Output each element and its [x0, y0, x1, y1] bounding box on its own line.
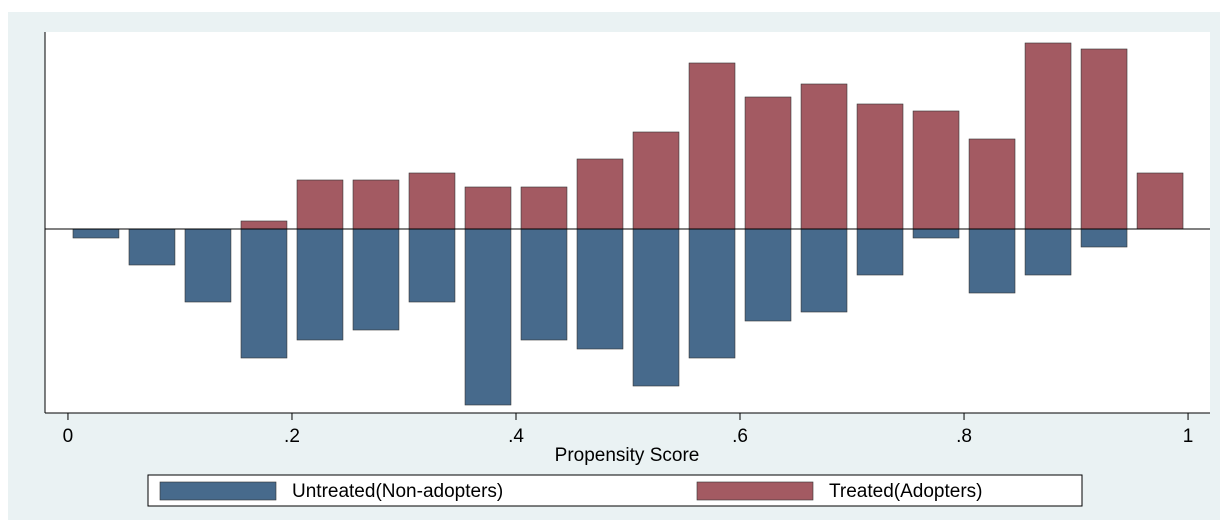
bar	[856, 103, 904, 230]
bar	[128, 228, 176, 266]
bar	[744, 96, 792, 230]
bar	[296, 179, 344, 230]
bar	[520, 228, 568, 341]
bar	[240, 228, 288, 359]
legend-swatch	[696, 481, 814, 501]
bar	[1024, 228, 1072, 276]
plot-area	[45, 32, 1210, 413]
bar	[240, 220, 288, 230]
bar	[464, 186, 512, 230]
bar	[632, 131, 680, 230]
bar	[1024, 42, 1072, 230]
bar	[688, 228, 736, 359]
bar	[968, 228, 1016, 294]
bar	[688, 62, 736, 230]
x-axis-title: Propensity Score	[555, 445, 700, 466]
x-tick-label: 0	[63, 426, 74, 447]
bar	[912, 110, 960, 230]
x-tick-label: .4	[508, 426, 524, 447]
bar	[408, 172, 456, 230]
bar	[408, 228, 456, 303]
x-tick-label: .8	[956, 426, 972, 447]
bar	[744, 228, 792, 322]
legend-swatch	[159, 481, 277, 501]
bar	[184, 228, 232, 303]
x-tick-label: .2	[284, 426, 300, 447]
bar	[72, 228, 120, 239]
bar	[800, 228, 848, 313]
bar	[352, 228, 400, 331]
bar	[1136, 172, 1184, 230]
x-tick-label: 1	[1183, 426, 1194, 447]
legend-label: Untreated(Non-adopters)	[292, 481, 503, 502]
bar	[632, 228, 680, 387]
bar	[968, 138, 1016, 230]
bar	[1080, 228, 1128, 248]
bar	[464, 228, 512, 406]
x-tick-label: .6	[732, 426, 748, 447]
bar	[352, 179, 400, 230]
bar	[800, 83, 848, 230]
bar	[912, 228, 960, 239]
bar	[1080, 48, 1128, 230]
bar	[520, 186, 568, 230]
bar	[576, 158, 624, 230]
legend	[147, 474, 1083, 507]
bar	[576, 228, 624, 350]
bar	[856, 228, 904, 276]
legend-label: Treated(Adopters)	[829, 481, 982, 502]
bar	[296, 228, 344, 341]
